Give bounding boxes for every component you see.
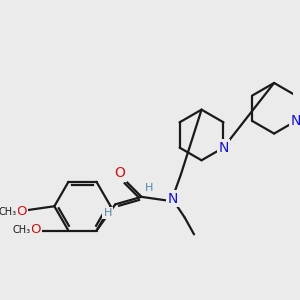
Text: O: O <box>16 206 27 218</box>
Text: N: N <box>291 114 300 128</box>
Text: N: N <box>167 192 178 206</box>
Text: H: H <box>103 208 112 218</box>
Text: N: N <box>218 141 229 154</box>
Text: O: O <box>30 223 41 236</box>
Text: H: H <box>145 183 153 194</box>
Text: CH₃: CH₃ <box>0 207 16 217</box>
Text: O: O <box>115 167 125 180</box>
Text: CH₃: CH₃ <box>13 225 31 235</box>
